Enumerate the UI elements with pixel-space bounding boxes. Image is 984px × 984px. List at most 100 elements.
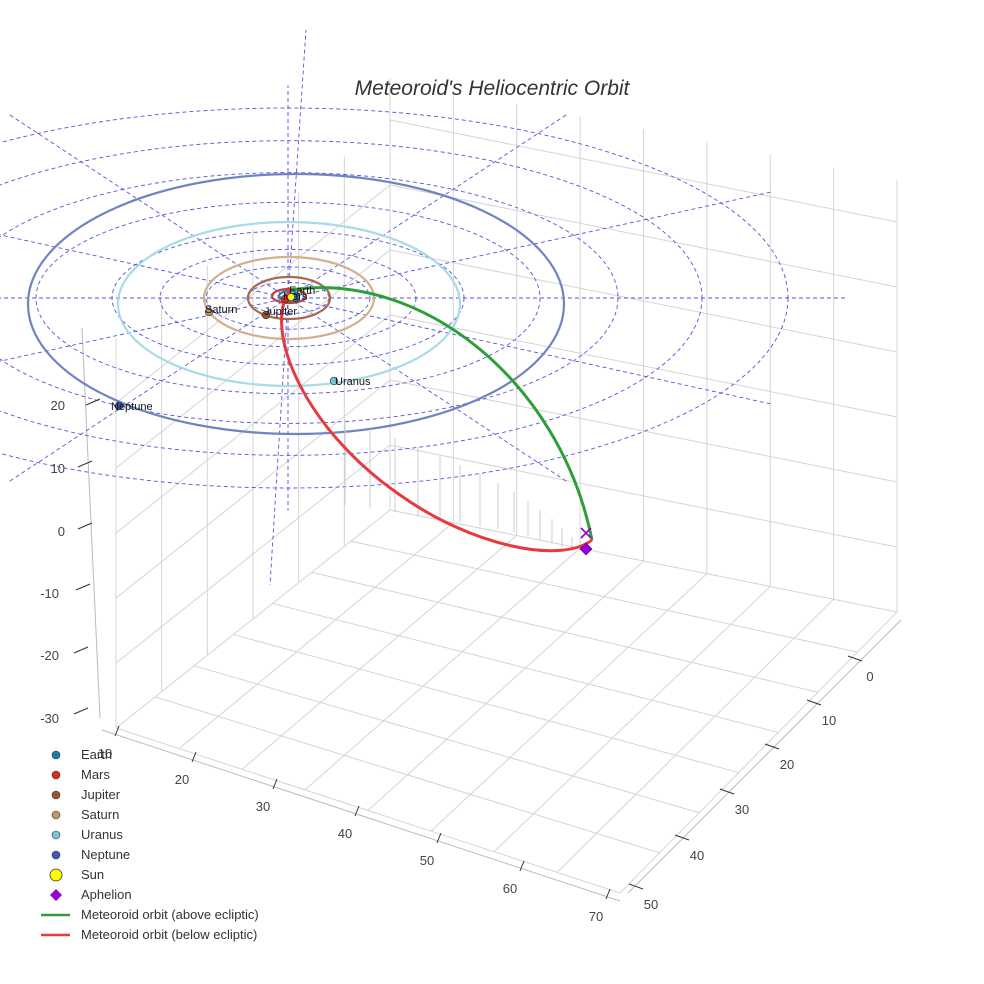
legend-item-jupiter-symbol <box>51 790 61 800</box>
y-tick-mark <box>764 743 780 750</box>
y-tick-label: 50 <box>644 897 658 912</box>
x-tick-mark <box>354 805 360 817</box>
y-tick-mark <box>674 834 690 841</box>
box-floor-line <box>311 571 818 693</box>
x-tick-mark <box>519 860 525 872</box>
legend-item-aphelion-label: Aphelion <box>81 887 132 902</box>
x-tick-label: 10 <box>98 746 112 761</box>
y-tick-mark <box>719 788 735 795</box>
legend-item-jupiter-label: Jupiter <box>81 787 121 802</box>
sun-marker <box>287 293 295 301</box>
legend-item-uranus-symbol <box>51 830 61 840</box>
legend-item-saturn-symbol <box>51 810 61 820</box>
meteoroid-orbit-below <box>280 289 593 553</box>
legend-item-earth-symbol <box>51 750 61 760</box>
planet-saturn-marker <box>204 307 214 317</box>
legend-item-neptune-symbol <box>51 850 61 860</box>
box-wall-line <box>115 314 391 534</box>
z-tick-label: -30 <box>40 711 59 726</box>
z-tick-mark <box>73 646 89 654</box>
x-tick-label: 60 <box>503 881 517 896</box>
orbit-jupiter <box>246 275 332 321</box>
z-tick-label: -10 <box>40 586 59 601</box>
legend-item-sun-symbol <box>49 868 63 882</box>
box-wall-line <box>115 444 391 664</box>
legend-item-earth-label: Earth <box>81 747 112 762</box>
x-tick-label: 20 <box>175 772 189 787</box>
box-floor-line <box>493 586 771 853</box>
z-tick-label: 20 <box>51 398 65 413</box>
box-wall-line <box>115 249 391 469</box>
box-floor-line <box>178 522 454 750</box>
x-axis-line <box>101 729 621 902</box>
box-floor-line <box>619 611 898 894</box>
ecliptic-grid <box>0 29 848 586</box>
x-tick-label: 50 <box>420 853 434 868</box>
orbit-mars <box>270 287 308 305</box>
z-tick-mark <box>73 707 89 715</box>
z-tick-mark <box>75 583 91 591</box>
box-floor-line <box>367 560 644 811</box>
z-tick-mark <box>77 522 93 530</box>
box-floor-line <box>233 634 739 774</box>
legend-item-mars-label: Mars <box>81 767 110 782</box>
z-tick-label: 10 <box>51 461 65 476</box>
box-grid <box>81 78 902 902</box>
aphelion-marker <box>579 542 593 556</box>
planet-uranus-label: Uranus <box>335 376 371 388</box>
ecliptic-axis <box>269 297 289 586</box>
legend-item-saturn-label: Saturn <box>81 807 119 822</box>
y-tick-mark <box>628 883 644 890</box>
planet-neptune-label: Neptune <box>111 401 153 413</box>
legend-item-uranus-label: Uranus <box>81 827 123 842</box>
x-tick-mark <box>191 751 197 763</box>
box-floor-line <box>350 540 858 653</box>
box-wall-line <box>389 249 898 353</box>
z-tick-mark <box>77 460 93 468</box>
planet-mars-label: Mars <box>283 291 308 303</box>
box-wall-line <box>115 184 391 404</box>
box-floor-line <box>430 573 708 832</box>
orbit-neptune <box>26 172 566 436</box>
planet-neptune-marker <box>114 401 124 411</box>
box-floor-line <box>304 547 581 791</box>
box-floor-line <box>272 602 779 733</box>
aphelion-cross-marker <box>580 527 592 539</box>
x-tick-mark <box>272 778 278 790</box>
x-tick-label: 40 <box>338 826 352 841</box>
box-wall-line <box>389 119 898 223</box>
y-tick-label: 10 <box>822 713 836 728</box>
ecliptic-radial <box>0 297 289 362</box>
ecliptic-radial <box>0 234 289 299</box>
x-tick-label: 70 <box>589 909 603 924</box>
box-wall-line <box>389 444 898 548</box>
legend-item-meteoroid-orbit-above-ecliptic--label: Meteoroid orbit (above ecliptic) <box>81 907 259 922</box>
box-floor-line <box>115 727 621 894</box>
x-tick-mark <box>436 832 442 844</box>
planet-jupiter-marker <box>261 310 271 320</box>
y-tick-mark <box>806 699 822 706</box>
planet-saturn-label: Saturn <box>205 304 237 316</box>
planet-earth-label: Earth <box>289 285 315 297</box>
z-tick-label: 0 <box>58 524 65 539</box>
orbit-uranus <box>116 220 462 388</box>
ecliptic-axis <box>287 29 307 299</box>
meteoroid-orbit <box>280 286 594 553</box>
box-floor-line <box>241 535 518 770</box>
x-tick-mark <box>114 725 120 737</box>
y-tick-label: 20 <box>780 757 794 772</box>
box-wall-line <box>115 379 391 599</box>
box-floor-line <box>194 665 700 814</box>
planet-orbits <box>26 172 566 436</box>
orbit-saturn <box>202 255 376 341</box>
y-tick-label: 30 <box>735 802 749 817</box>
legend-item-sun-label: Sun <box>81 867 104 882</box>
x-tick-mark <box>605 888 611 900</box>
box-wall-line <box>389 379 898 483</box>
ecliptic-radial <box>287 191 774 299</box>
ecliptic-radial <box>287 297 774 405</box>
axis-ticks: 20 10 0 -10 -20 -30 10 20 30 40 50 60 70 0 10 20 30 40 50 <box>40 398 873 924</box>
z-tick-label: -20 <box>40 648 59 663</box>
box-floor-line <box>556 598 834 873</box>
